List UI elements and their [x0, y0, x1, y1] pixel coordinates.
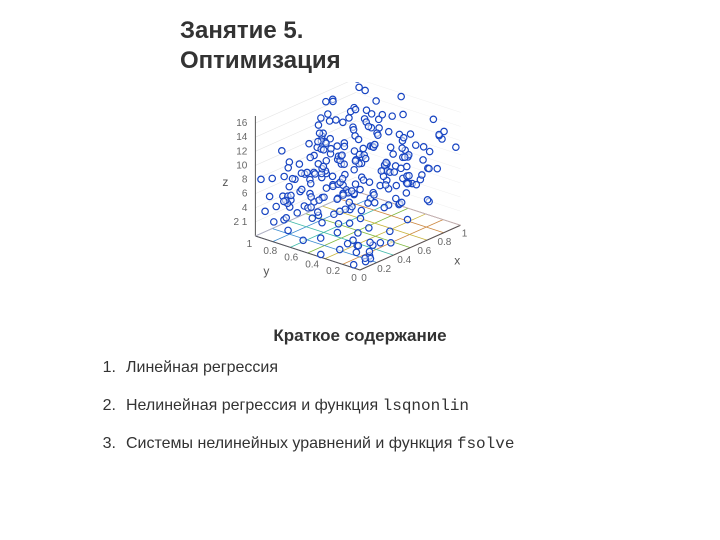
- svg-text:0.4: 0.4: [305, 259, 319, 270]
- svg-text:0.2: 0.2: [377, 264, 391, 275]
- toc-code: fsolve: [457, 435, 515, 453]
- svg-text:0.6: 0.6: [417, 246, 431, 257]
- svg-text:14: 14: [236, 132, 248, 143]
- toc-text: Нелинейная регрессия и функция: [126, 397, 383, 414]
- svg-text:12: 12: [236, 146, 248, 157]
- title-line-1: Занятие 5.: [180, 16, 540, 46]
- toc-list: 1. Линейная регрессия 2. Нелинейная регрес…: [90, 356, 610, 470]
- toc-number: 1.: [90, 356, 116, 380]
- svg-text:0.8: 0.8: [437, 237, 451, 248]
- svg-text:0: 0: [351, 273, 357, 284]
- toc-item: 3. Системы нелинейных уравнений и функция…: [90, 432, 610, 456]
- title-line-2: Оптимизация: [180, 46, 540, 76]
- svg-text:4: 4: [242, 203, 248, 214]
- toc-text: Системы нелинейных уравнений и функция: [126, 435, 457, 452]
- svg-text:0: 0: [361, 273, 367, 284]
- toc-number: 2.: [90, 394, 116, 418]
- page-title: Занятие 5. Оптимизация: [180, 16, 540, 76]
- svg-text:8: 8: [242, 175, 248, 186]
- toc-item: 2. Нелинейная регрессия и функция lsqnonl…: [90, 394, 610, 418]
- svg-text:1: 1: [247, 239, 253, 250]
- svg-text:6: 6: [242, 189, 248, 200]
- svg-text:0.6: 0.6: [284, 253, 298, 264]
- toc-code: lsqnonlin: [383, 397, 469, 415]
- scatter3d-chart: 00.20.40.60.8100.20.40.60.812 1468101214…: [200, 82, 520, 302]
- summary-heading: Краткое содержание: [0, 326, 720, 346]
- toc-text: Линейная регрессия: [126, 359, 278, 376]
- svg-text:0.2: 0.2: [326, 266, 340, 277]
- svg-text:0.4: 0.4: [397, 255, 411, 266]
- toc-item: 1. Линейная регрессия: [90, 356, 610, 380]
- svg-text:1: 1: [462, 228, 468, 239]
- svg-text:2 1: 2 1: [233, 217, 247, 228]
- toc-number: 3.: [90, 432, 116, 456]
- svg-text:10: 10: [236, 160, 248, 171]
- svg-text:0.8: 0.8: [263, 246, 277, 257]
- slide: { "title_line1": "Занятие 5.", "title_li…: [0, 0, 720, 540]
- svg-text:x: x: [454, 254, 460, 268]
- svg-text:z: z: [222, 175, 228, 189]
- svg-text:16: 16: [236, 118, 248, 129]
- svg-text:y: y: [263, 264, 269, 278]
